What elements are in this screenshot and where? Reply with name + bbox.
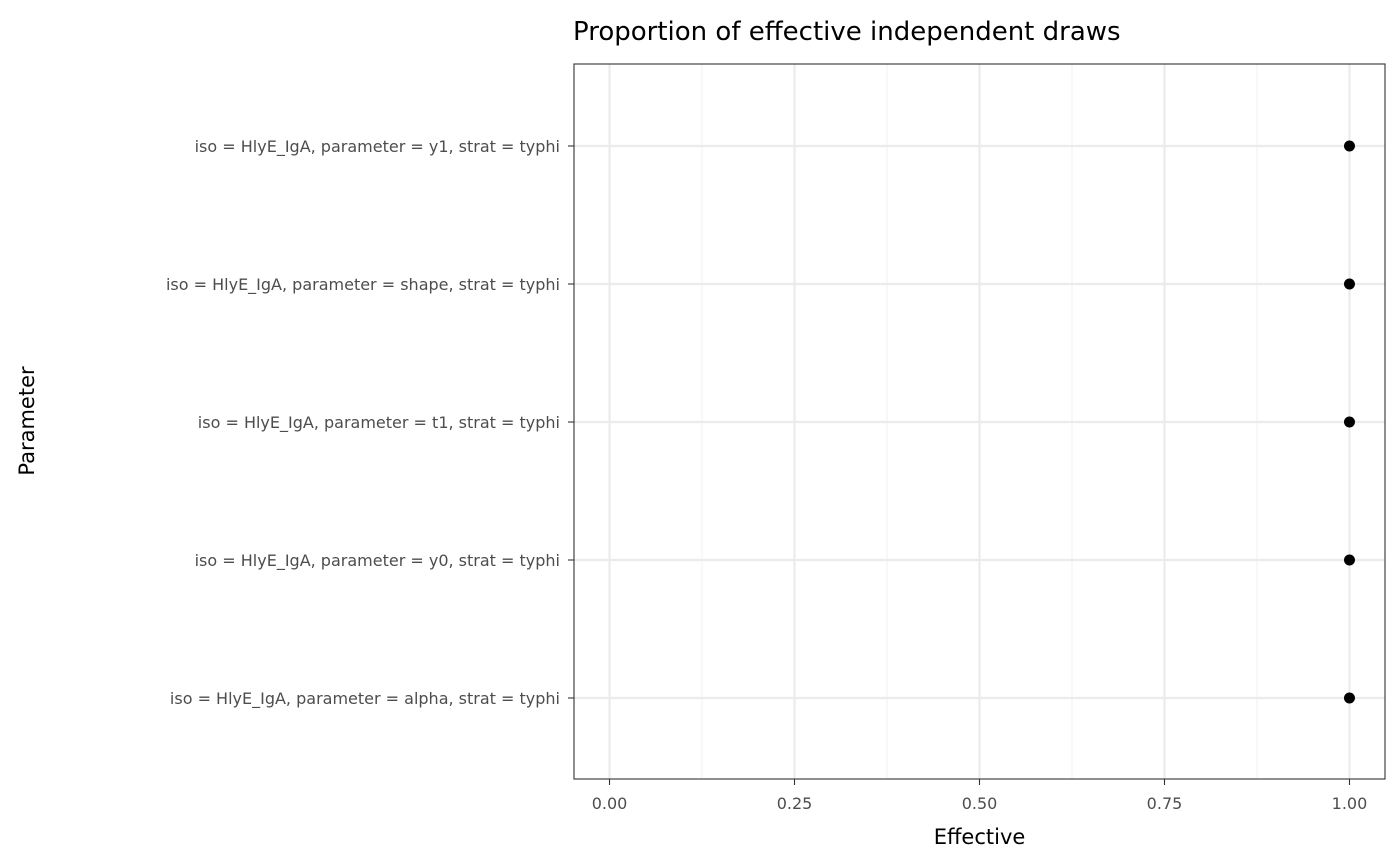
x-axis-title: Effective [934,825,1026,849]
data-point [1343,554,1355,566]
y-axis-ticks: iso = HlyE_IgA, parameter = y1, strat = … [166,137,574,709]
y-tick-label: iso = HlyE_IgA, parameter = shape, strat… [166,275,560,295]
x-tick-label: 0.75 [1147,794,1183,813]
x-tick-label: 1.00 [1332,794,1368,813]
y-axis-title: Parameter [15,366,39,476]
x-tick-label: 0.00 [592,794,628,813]
chart-title: Proportion of effective independent draw… [573,17,1121,47]
x-axis-ticks: 0.00 0.25 0.50 0.75 1.00 [592,779,1368,813]
data-point [1343,416,1355,428]
grid-lines [574,64,1385,779]
x-tick-label: 0.50 [962,794,998,813]
data-point [1343,278,1355,290]
y-tick-label: iso = HlyE_IgA, parameter = t1, strat = … [198,413,560,433]
y-tick-label: iso = HlyE_IgA, parameter = y0, strat = … [195,551,560,571]
data-point [1343,692,1355,704]
data-points [1343,140,1355,704]
data-point [1343,140,1355,152]
x-tick-label: 0.25 [777,794,813,813]
y-tick-label: iso = HlyE_IgA, parameter = y1, strat = … [195,137,560,157]
y-tick-label: iso = HlyE_IgA, parameter = alpha, strat… [170,689,560,709]
